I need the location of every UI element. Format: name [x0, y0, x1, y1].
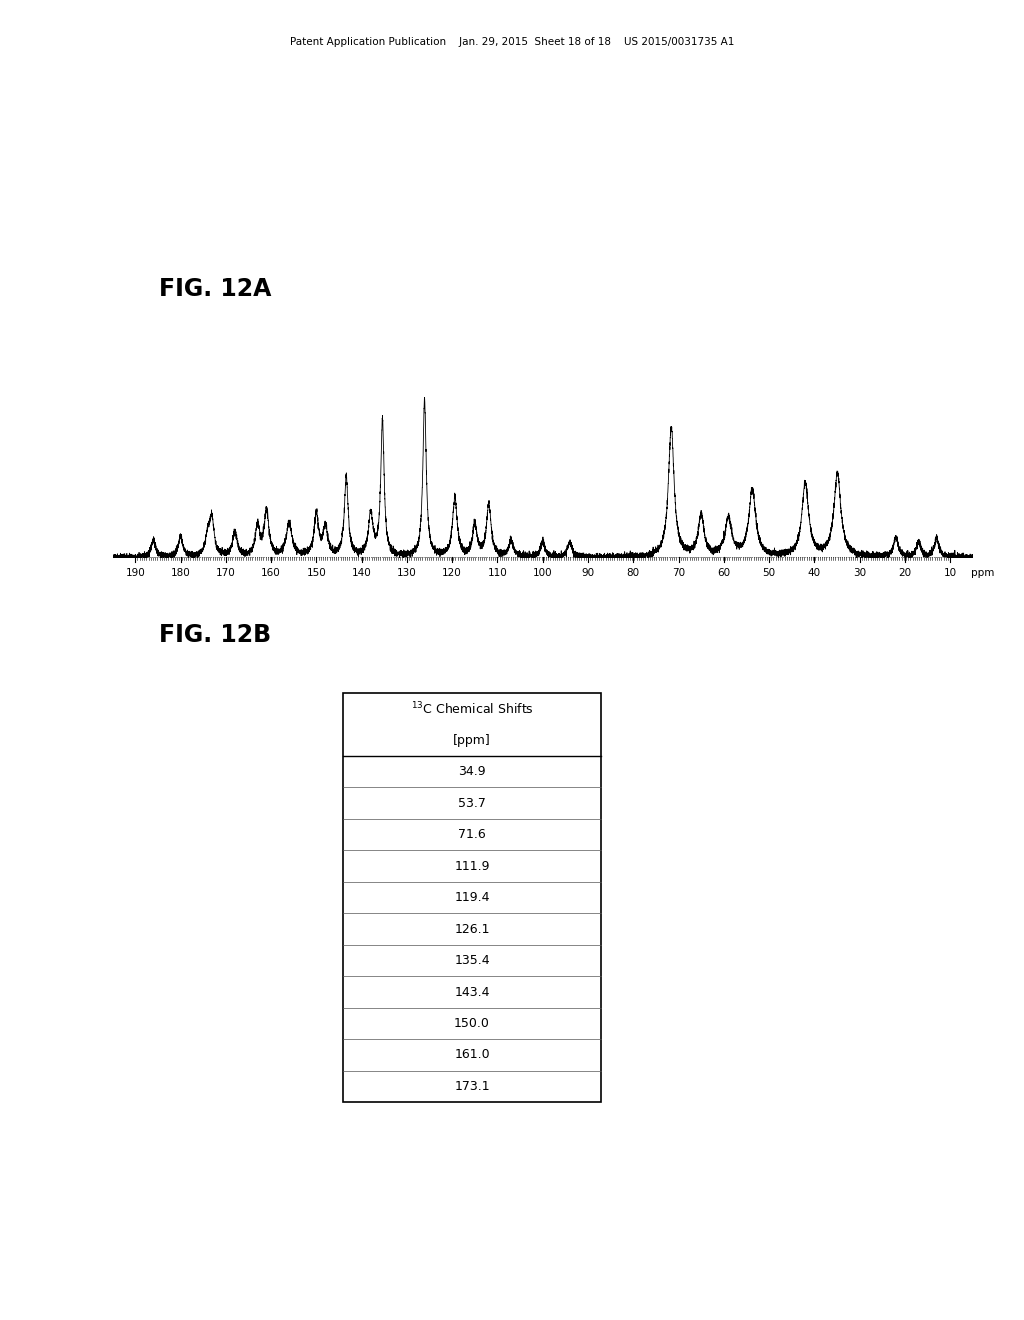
Text: 60: 60	[717, 568, 730, 578]
Text: $^{13}$C Chemical Shifts: $^{13}$C Chemical Shifts	[411, 701, 534, 717]
Text: 119.4: 119.4	[455, 891, 489, 904]
Text: 70: 70	[672, 568, 685, 578]
Text: 71.6: 71.6	[458, 828, 486, 841]
Text: 30: 30	[853, 568, 866, 578]
Text: 20: 20	[898, 568, 911, 578]
Text: 161.0: 161.0	[455, 1048, 489, 1061]
Text: 135.4: 135.4	[455, 954, 489, 968]
Text: 53.7: 53.7	[458, 797, 486, 809]
Text: 150.0: 150.0	[454, 1016, 490, 1030]
Text: FIG. 12A: FIG. 12A	[159, 277, 271, 301]
Text: 111.9: 111.9	[455, 859, 489, 873]
Text: 190: 190	[125, 568, 145, 578]
Text: 126.1: 126.1	[455, 923, 489, 936]
Text: 40: 40	[808, 568, 821, 578]
Text: 170: 170	[216, 568, 236, 578]
Text: 10: 10	[943, 568, 956, 578]
Text: 180: 180	[171, 568, 190, 578]
Text: ppm: ppm	[971, 568, 994, 578]
Text: 143.4: 143.4	[455, 986, 489, 998]
Text: 100: 100	[532, 568, 553, 578]
Text: 150: 150	[306, 568, 327, 578]
Text: 160: 160	[261, 568, 281, 578]
Text: 80: 80	[627, 568, 640, 578]
Text: 34.9: 34.9	[459, 766, 485, 779]
Text: 110: 110	[487, 568, 507, 578]
Text: [ppm]: [ppm]	[454, 734, 490, 747]
Text: 90: 90	[582, 568, 595, 578]
Text: 140: 140	[352, 568, 372, 578]
Text: 50: 50	[763, 568, 775, 578]
Text: 130: 130	[397, 568, 417, 578]
Text: 173.1: 173.1	[455, 1080, 489, 1093]
Text: FIG. 12B: FIG. 12B	[159, 623, 270, 647]
Text: 120: 120	[442, 568, 462, 578]
Text: Patent Application Publication    Jan. 29, 2015  Sheet 18 of 18    US 2015/00317: Patent Application Publication Jan. 29, …	[290, 37, 734, 48]
